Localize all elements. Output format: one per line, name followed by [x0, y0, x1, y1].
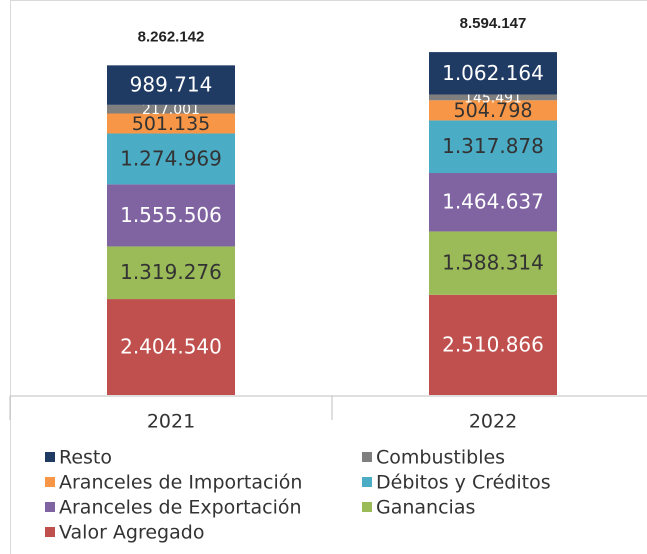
bar-segment: [429, 120, 557, 174]
data-label: 2.510.866: [442, 332, 544, 356]
data-label: 501.135: [132, 113, 211, 135]
bar-segment: [107, 184, 235, 247]
legend-label: Débitos y Créditos: [376, 472, 551, 494]
bar-segment: [107, 65, 235, 105]
legend-label: Combustibles: [376, 447, 505, 469]
legend-label: Resto: [59, 447, 112, 469]
bar-segment: [429, 94, 557, 101]
data-label: 1.317.878: [442, 134, 544, 158]
bar-segment: [429, 294, 557, 395]
bar-segment: [429, 100, 557, 121]
legend-swatch: [362, 477, 372, 487]
bar-segment: [107, 299, 235, 395]
bar-segment: [107, 133, 235, 185]
bar-segment: [429, 231, 557, 295]
legend-label: Aranceles de Importación: [59, 472, 302, 494]
legend-swatch: [362, 502, 372, 512]
legend-swatch: [45, 477, 55, 487]
data-label: 989.714: [130, 73, 213, 97]
data-label: 2.404.540: [120, 335, 222, 359]
data-label: 1.555.506: [120, 203, 222, 227]
data-label: 1.274.969: [120, 146, 222, 170]
data-label: 217.001: [142, 102, 200, 118]
legend-label: Aranceles de Exportación: [59, 497, 302, 519]
legend-swatch: [45, 527, 55, 537]
legend-label: Ganancias: [376, 497, 475, 519]
total-label: 8.262.142: [138, 28, 205, 45]
bar-segment: [107, 113, 235, 134]
bar-segment: [429, 173, 557, 232]
bar-segment: [107, 246, 235, 300]
data-label: 504.798: [453, 99, 532, 122]
bar-segment: [107, 104, 235, 114]
legend-swatch: [45, 502, 55, 512]
total-label: 8.594.147: [460, 15, 527, 32]
data-label: 1.319.276: [120, 260, 222, 284]
data-label: 1.464.637: [442, 190, 544, 214]
legend-swatch: [45, 452, 55, 462]
x-tick-label: 2021: [147, 411, 195, 433]
legend-label: Valor Agregado: [59, 522, 204, 544]
data-label: 1.062.164: [442, 61, 544, 85]
legend-swatch: [362, 452, 372, 462]
x-tick-label: 2022: [469, 411, 517, 433]
bar-segment: [429, 52, 557, 95]
data-label: 1.588.314: [442, 251, 544, 275]
